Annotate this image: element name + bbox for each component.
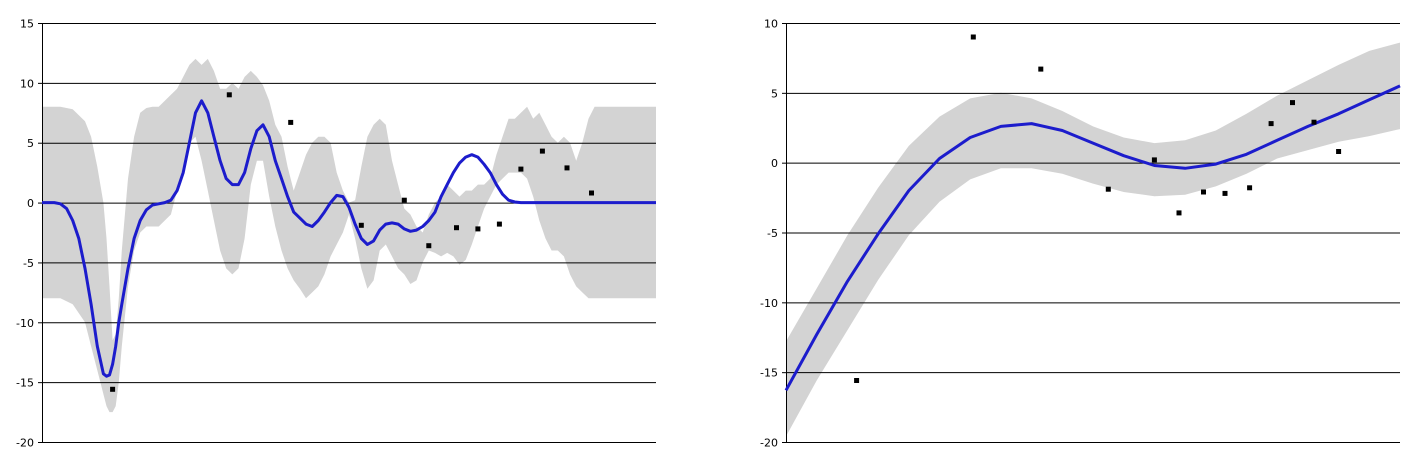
data-point <box>1247 185 1253 191</box>
y-tick-label: -5 <box>767 227 778 240</box>
data-point <box>1201 189 1206 195</box>
y-tick-label: -10 <box>16 317 34 330</box>
y-tick-label: 0 <box>771 157 778 170</box>
y-tick-label: -20 <box>760 437 778 450</box>
data-point <box>1290 100 1295 106</box>
data-point <box>426 243 432 249</box>
y-tick-label: 5 <box>27 137 34 150</box>
data-point <box>401 197 407 203</box>
data-point <box>1176 210 1182 216</box>
data-point <box>854 378 860 383</box>
data-point <box>110 386 116 392</box>
data-point <box>564 165 570 171</box>
y-tick-label: 10 <box>20 77 34 90</box>
data-point <box>539 148 545 154</box>
y-tick-label: 10 <box>764 18 778 31</box>
mean-line <box>42 99 656 378</box>
data-point <box>288 119 294 125</box>
data-point <box>496 221 502 227</box>
data-point <box>1038 66 1044 72</box>
y-tick-label: -15 <box>16 377 34 390</box>
confidence-band <box>786 42 1400 437</box>
left-chart: -20 -15 -10 -5 0 5 10 15 <box>16 18 656 450</box>
data-point <box>1336 149 1342 154</box>
data-point <box>454 225 459 231</box>
y-tick-label: -20 <box>16 437 34 450</box>
data-point <box>1151 157 1157 163</box>
y-tick-label: 15 <box>20 18 34 31</box>
y-tick-label: -5 <box>23 257 34 270</box>
confidence-band <box>42 58 656 413</box>
y-tick-label: 0 <box>27 197 34 210</box>
data-point <box>1105 186 1111 192</box>
data-point <box>589 190 594 196</box>
right-chart: -20 -15 -10 -5 0 5 10 <box>760 18 1401 450</box>
data-point <box>475 226 481 232</box>
data-point <box>226 92 232 98</box>
data-point <box>1311 119 1317 125</box>
data-point <box>518 166 524 172</box>
data-point <box>358 222 364 228</box>
data-point <box>970 34 976 40</box>
data-point <box>1222 190 1228 196</box>
y-tick-label: -10 <box>760 297 778 310</box>
data-point <box>1268 121 1274 127</box>
y-tick-label: -15 <box>760 367 778 380</box>
y-tick-label: 5 <box>771 87 778 100</box>
mean-line <box>784 84 1401 392</box>
